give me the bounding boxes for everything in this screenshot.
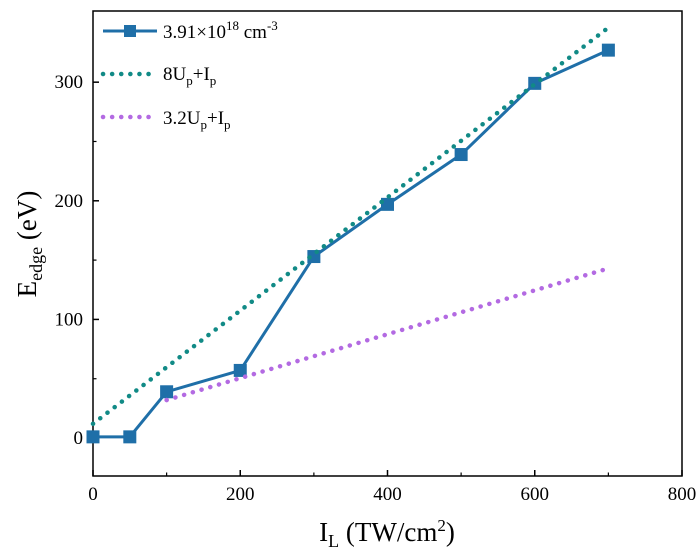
x-tick-label: 600 (521, 484, 550, 505)
y-tick-label: 300 (55, 72, 84, 93)
legend-label-1: 8Up+Ip (163, 64, 216, 88)
legend-item-0: 3.91×1018 cm-3 (103, 18, 278, 43)
data-point-marker (454, 148, 468, 162)
data-point-marker (381, 197, 394, 211)
legend-item-1: 8Up+Ip (100, 64, 216, 88)
legend: 3.91×1018 cm-3 8Up+Ip 3.2Up+Ip (100, 18, 278, 132)
data-point-marker (123, 430, 137, 444)
data-point-marker (233, 363, 247, 377)
data-point-marker (160, 385, 174, 399)
x-tick-label: 800 (668, 484, 697, 505)
data-point-marker (86, 430, 100, 444)
x-tick-label: 0 (88, 484, 98, 505)
legend-label-2: 3.2Up+Ip (163, 108, 231, 132)
axis-ticks: 0 200 400 600 800 0 100 200 300 (55, 72, 697, 505)
series-line-1 (90, 25, 611, 427)
legend-label-0: 3.91×1018 cm-3 (163, 18, 278, 43)
data-point-marker (601, 43, 615, 57)
y-axis-label: Eedge (eV) (12, 191, 46, 298)
x-tick-label: 200 (226, 484, 255, 505)
legend-marker-0 (124, 25, 136, 37)
y-tick-label: 100 (55, 309, 84, 330)
y-tick-label: 0 (74, 428, 84, 449)
x-axis-label: IL (TW/cm2) (319, 516, 455, 551)
series-line-2 (164, 266, 611, 403)
series-layer (86, 25, 615, 444)
y-tick-label: 200 (55, 191, 84, 212)
legend-item-2: 3.2Up+Ip (100, 108, 231, 132)
x-tick-label: 400 (373, 484, 402, 505)
